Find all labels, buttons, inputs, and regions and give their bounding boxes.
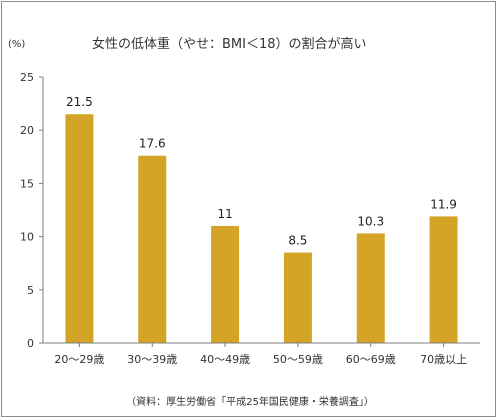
y-tick-label: 25: [20, 71, 34, 84]
bar: [356, 233, 385, 343]
bar: [283, 252, 312, 343]
x-tick-label: 30～39歳: [127, 353, 177, 366]
source-note: （資料：厚生労働省「平成25年国民健康・栄養調査」）: [126, 395, 374, 408]
data-labels-group: 21.5 17.6 11 8.5 10.3 11.9: [66, 95, 457, 247]
y-tick-label: 5: [27, 284, 34, 297]
x-tick-label: 70歳以上: [420, 353, 467, 366]
data-label: 11.9: [430, 197, 457, 211]
bar: [65, 114, 94, 344]
chart-title: 女性の低体重（やせ：BMI＜18）の割合が高い: [92, 36, 367, 52]
data-label: 21.5: [66, 95, 93, 109]
bar: [211, 225, 240, 343]
y-tick-label: 10: [20, 231, 34, 244]
x-axis-labels: 20～29歳 30～39歳 40～49歳 50～59歳 60～69歳 70歳以上: [54, 343, 467, 366]
y-unit-label: (%): [8, 39, 25, 50]
x-tick-label: 20～29歳: [54, 353, 104, 366]
bar: [429, 216, 458, 343]
y-tick-label: 0: [27, 337, 34, 350]
y-tick-label: 20: [20, 124, 34, 137]
y-axis-ticks: 0 5 10 15 20 25: [20, 71, 43, 350]
data-label: 10.3: [357, 214, 384, 228]
x-tick-label: 40～49歳: [200, 353, 250, 366]
data-label: 8.5: [288, 234, 307, 248]
x-tick-label: 50～59歳: [273, 353, 323, 366]
bar: [138, 155, 167, 343]
y-tick-label: 15: [20, 177, 34, 190]
bars-group: [65, 114, 458, 344]
x-tick-label: 60～69歳: [346, 353, 396, 366]
data-label: 11: [217, 207, 232, 221]
data-label: 17.6: [139, 137, 166, 151]
